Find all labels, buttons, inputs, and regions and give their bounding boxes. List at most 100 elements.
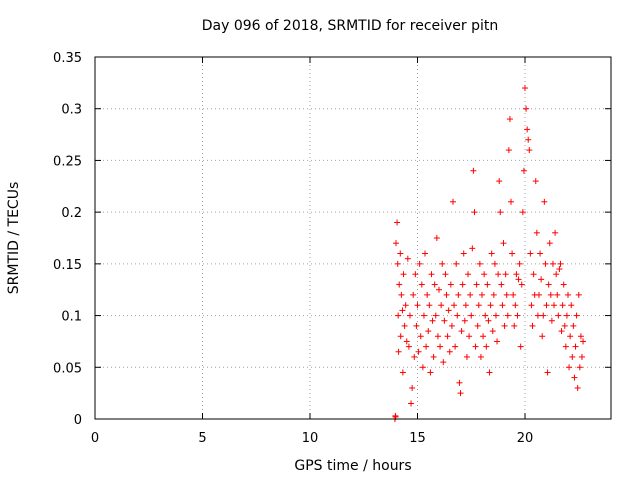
data-point — [394, 219, 401, 226]
data-point — [569, 353, 576, 360]
data-point — [578, 353, 585, 360]
data-point — [547, 291, 554, 298]
data-point — [451, 302, 458, 309]
data-point — [430, 353, 437, 360]
data-point — [540, 312, 547, 319]
y-tick-label: 0.3 — [61, 103, 82, 118]
data-point — [577, 333, 584, 340]
data-point — [528, 302, 535, 309]
data-point — [440, 359, 447, 366]
data-point — [504, 312, 511, 319]
data-point — [567, 333, 574, 340]
data-point — [458, 328, 465, 335]
data-point — [446, 348, 453, 355]
x-tick-label: 5 — [198, 431, 206, 446]
data-point — [556, 266, 563, 273]
data-point — [545, 281, 552, 288]
data-point — [533, 229, 540, 236]
data-point — [470, 167, 477, 174]
data-point — [563, 312, 570, 319]
data-point — [573, 312, 580, 319]
data-point — [398, 291, 405, 298]
data-point — [522, 85, 528, 92]
data-point — [532, 178, 539, 185]
data-point — [400, 271, 407, 278]
data-point — [423, 343, 430, 350]
grid — [95, 57, 611, 419]
data-point — [512, 302, 519, 309]
data-point — [429, 317, 436, 324]
data-point — [447, 281, 454, 288]
data-point — [575, 291, 582, 298]
data-point — [517, 343, 524, 350]
data-point — [543, 302, 550, 309]
axis-ticks: 0 5 10 15 20 0 0.05 0.1 0.15 0.2 0.25 0.3 0.35 — [53, 51, 611, 446]
data-point — [574, 384, 581, 391]
data-point — [542, 260, 549, 267]
data-point — [526, 147, 533, 154]
data-point — [490, 291, 497, 298]
data-point — [506, 116, 513, 123]
data-point — [439, 260, 446, 267]
x-tick-label: 20 — [517, 431, 534, 446]
data-point — [562, 343, 569, 350]
data-point — [425, 328, 432, 335]
data-point — [523, 105, 530, 112]
data-point — [505, 147, 512, 154]
data-point — [456, 379, 463, 386]
y-tick-label: 0.1 — [61, 310, 82, 325]
data-point — [510, 291, 517, 298]
data-point — [420, 312, 427, 319]
data-point — [483, 343, 490, 350]
data-point — [537, 250, 544, 257]
data-point — [488, 250, 495, 257]
data-point — [491, 260, 498, 267]
data-point — [416, 260, 423, 267]
data-point — [404, 255, 411, 262]
data-point — [444, 333, 451, 340]
data-point — [544, 369, 551, 376]
data-point — [513, 271, 520, 278]
data-point — [408, 400, 415, 407]
data-point — [433, 235, 440, 241]
data-point — [419, 364, 426, 371]
data-point — [468, 312, 475, 319]
data-point — [559, 302, 566, 309]
data-point — [515, 276, 522, 283]
data-point — [572, 343, 579, 350]
data-point — [397, 250, 404, 257]
data-point — [474, 322, 481, 329]
data-point — [395, 348, 402, 355]
data-point — [485, 317, 492, 324]
data-point — [406, 312, 413, 319]
data-point — [518, 281, 525, 288]
data-point — [524, 126, 531, 133]
data-point — [414, 302, 421, 309]
data-point — [449, 198, 456, 205]
data-point — [413, 322, 420, 329]
data-point — [514, 312, 521, 319]
data-point — [415, 348, 422, 355]
data-point — [580, 338, 587, 345]
data-point — [417, 333, 424, 340]
data-point — [438, 302, 445, 309]
data-point — [397, 333, 404, 340]
data-point — [426, 302, 433, 309]
data-point — [405, 343, 412, 350]
data-point — [487, 302, 494, 309]
data-point — [466, 333, 473, 340]
data-point — [511, 322, 518, 329]
data-point — [499, 302, 506, 309]
data-point — [566, 364, 573, 371]
y-tick-label: 0.2 — [61, 206, 82, 221]
data-point — [403, 338, 410, 345]
data-point — [457, 390, 464, 397]
data-point — [502, 271, 509, 278]
data-point — [482, 312, 489, 319]
data-point — [442, 271, 449, 278]
data-point — [410, 291, 417, 298]
data-point — [393, 240, 399, 247]
data-point — [461, 317, 468, 324]
